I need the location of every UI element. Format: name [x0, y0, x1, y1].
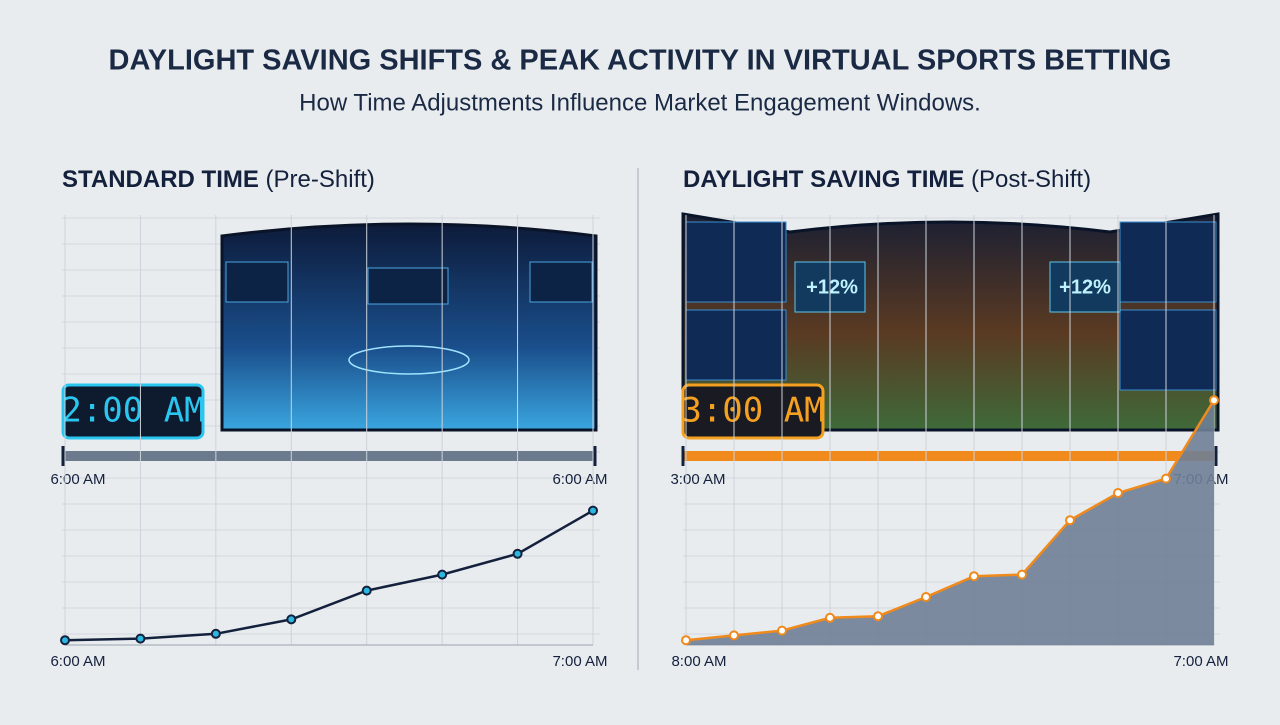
point [60, 635, 70, 646]
x-tick-label: 8:00 AM [671, 653, 726, 670]
stadium-screen [681, 212, 1220, 432]
annotation: +12% [1059, 276, 1111, 298]
x-tick-label: 7:00 AM [1173, 653, 1228, 670]
line [64, 509, 594, 642]
timeline-label: 3:00 AM [670, 471, 725, 488]
point [873, 611, 883, 622]
heading-normal: (Pre-Shift) [266, 166, 375, 193]
clock-box [61, 383, 205, 440]
stadium-screen [220, 222, 598, 432]
point [210, 628, 221, 639]
point [1113, 488, 1123, 498]
x-tick-label: 6:00 AM [50, 653, 105, 670]
point [286, 614, 297, 625]
clock-text: 3:00 AM [681, 391, 824, 431]
point [512, 548, 523, 559]
point [777, 625, 787, 636]
point [1161, 473, 1171, 484]
line [685, 399, 1216, 642]
clock-box [681, 383, 825, 440]
point [135, 633, 146, 644]
point [825, 612, 835, 623]
annotation: +12% [806, 276, 858, 298]
panel-heading: STANDARD TIME (Pre-Shift) [62, 166, 375, 193]
point [681, 635, 691, 646]
timeline-label: 6:00 AM [50, 471, 105, 488]
point [1065, 515, 1075, 526]
timeline-label: 6:00 AM [552, 471, 607, 488]
subtitle: How Time Adjustments Influence Market En… [299, 89, 981, 116]
clock-text: 2:00 AM [61, 391, 204, 431]
title: DAYLIGHT SAVING SHIFTS & PEAK ACTIVITY I… [109, 45, 1172, 77]
point [1017, 569, 1027, 580]
area [686, 400, 1214, 645]
heading-normal: (Post-Shift) [971, 166, 1091, 193]
point [437, 569, 448, 580]
heading-bold: STANDARD TIME [62, 166, 259, 193]
point [729, 630, 739, 641]
point [588, 505, 598, 516]
point [921, 592, 931, 602]
point [1209, 395, 1219, 406]
point [969, 571, 979, 582]
point [361, 585, 372, 596]
panel-heading: DAYLIGHT SAVING TIME (Post-Shift) [683, 166, 1091, 193]
x-tick-label: 7:00 AM [552, 653, 607, 670]
heading-bold: DAYLIGHT SAVING TIME [683, 166, 964, 193]
